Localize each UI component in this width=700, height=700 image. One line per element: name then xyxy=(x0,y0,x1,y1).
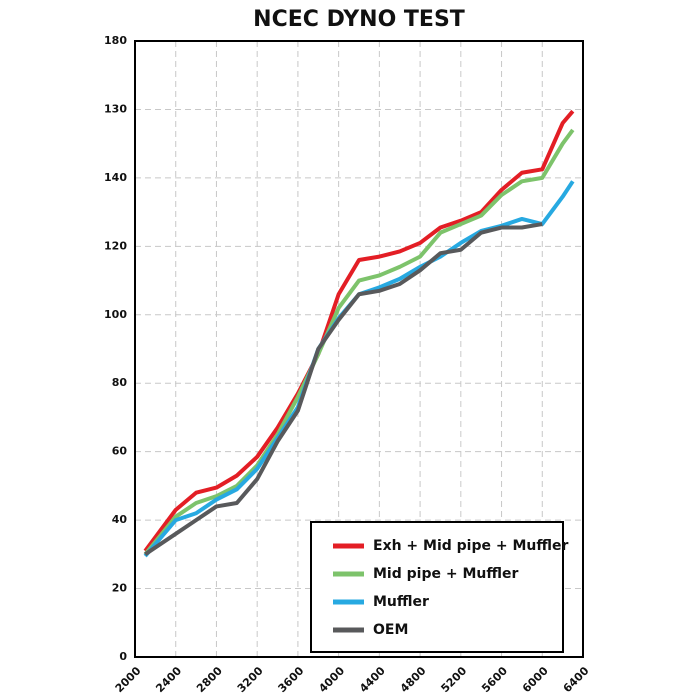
series-line xyxy=(143,109,575,553)
legend-label: Muffler xyxy=(373,594,429,610)
y-tick-label: 0 xyxy=(119,650,127,663)
legend-label: OEM xyxy=(373,622,408,638)
y-tick-label: 100 xyxy=(104,308,127,321)
y-tick-label: 60 xyxy=(112,445,128,458)
y-tick-label: 40 xyxy=(112,513,128,526)
x-tick-label: 5200 xyxy=(438,664,469,695)
y-tick-label: 180 xyxy=(104,34,127,47)
x-tick-label: 4400 xyxy=(357,664,388,695)
y-tick-label: 120 xyxy=(104,239,127,252)
chart-title: NCEC DYNO TEST xyxy=(253,7,465,32)
x-tick-label: 6400 xyxy=(561,664,592,695)
x-tick-label: 3600 xyxy=(276,664,307,695)
x-tick-label: 3200 xyxy=(235,664,266,695)
series-line xyxy=(144,222,543,556)
x-tick-label: 5600 xyxy=(479,664,510,695)
x-tick-label: 2000 xyxy=(113,664,144,695)
x-tick-label: 6000 xyxy=(520,664,551,695)
y-tick-label: 140 xyxy=(104,171,127,184)
plot-frame xyxy=(134,40,584,658)
legend-label: Mid pipe + Muffler xyxy=(373,566,518,582)
y-tick-label: 80 xyxy=(112,376,128,389)
x-tick-label: 4800 xyxy=(398,664,429,695)
y-tick-label: 20 xyxy=(112,582,128,595)
x-tick-label: 2400 xyxy=(153,664,184,695)
y-tick-label: 130 xyxy=(104,102,127,115)
x-tick-label: 4000 xyxy=(316,664,347,695)
legend-label: Exh + Mid pipe + Muffler xyxy=(373,538,569,554)
x-tick-label: 2800 xyxy=(194,664,225,695)
series-line xyxy=(143,128,575,556)
